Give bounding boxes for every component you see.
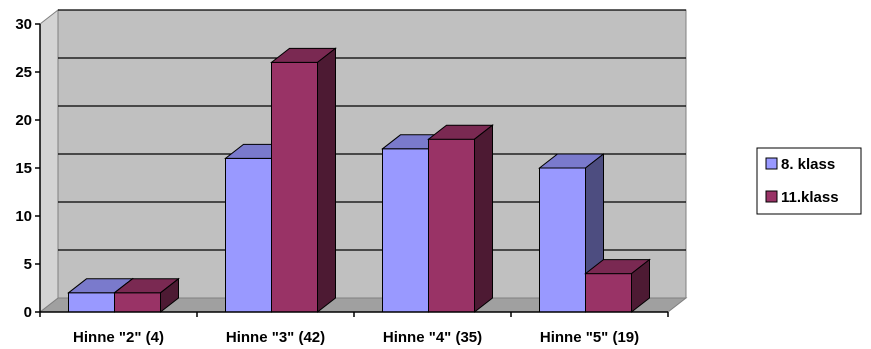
- bar-front: [539, 167, 586, 313]
- bar-front: [271, 61, 318, 313]
- legend-label-11-klass: 11.klass: [781, 189, 839, 206]
- y-tick-label-5: 5: [24, 256, 32, 273]
- x-category-label-1: Hinne "2" (4): [73, 329, 164, 346]
- legend-label-8-klass: 8. klass: [781, 156, 835, 173]
- x-category-label-4: Hinne "5" (19): [540, 329, 639, 346]
- bar-front: [114, 292, 161, 313]
- bar-front: [428, 138, 475, 313]
- bars: [67, 47, 651, 314]
- x-category-label-3: Hinne "4" (35): [383, 329, 482, 346]
- y-tick-label-10: 10: [15, 208, 32, 225]
- bar-11-klass-2: [270, 47, 337, 314]
- y-tick-label-25: 25: [15, 64, 32, 81]
- x-axis-labels: Hinne "2" (4) Hinne "3" (42) Hinne "4" (35…: [39, 312, 669, 346]
- bar-front: [382, 148, 429, 313]
- y-tick-label-0: 0: [24, 304, 32, 321]
- bar-side: [631, 258, 650, 314]
- legend-swatch-8-klass: [765, 157, 778, 170]
- x-category-label-2: Hinne "3" (42): [226, 329, 325, 346]
- bar-8-klass-4: [538, 152, 605, 314]
- y-tick-label-30: 30: [15, 16, 32, 33]
- bar-side: [474, 124, 493, 314]
- bar-front: [585, 273, 632, 313]
- bar-front: [68, 292, 115, 313]
- bar-side: [317, 47, 336, 314]
- y-tick-label-20: 20: [15, 112, 32, 129]
- bar-11-klass-3: [427, 124, 494, 314]
- legend-swatch-11-klass: [765, 190, 778, 203]
- legend: 8. klass 11.klass: [756, 147, 862, 215]
- bar-side: [160, 277, 179, 314]
- bar-11-klass-1: [113, 277, 180, 314]
- chart-side-wall: [39, 8, 59, 314]
- bar-11-klass-4: [584, 258, 651, 314]
- y-axis-ticks: 0 5 10 15 20 25 30: [15, 16, 40, 321]
- y-tick-label-15: 15: [15, 160, 32, 177]
- bar-front: [225, 157, 272, 313]
